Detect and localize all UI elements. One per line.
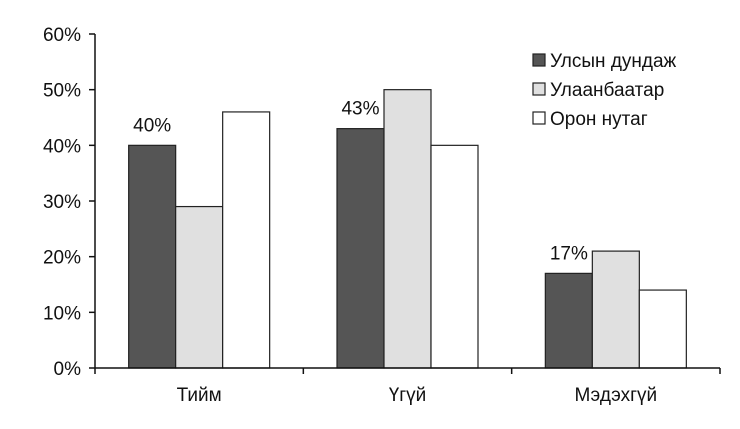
legend-swatch [532,82,546,96]
legend-label: Улаанбаатар [550,80,664,101]
legend-label: Орон нутаг [550,109,648,130]
bar [128,144,177,369]
data-label: 40% [133,115,171,136]
y-tick-label: 20% [43,248,81,269]
bar [591,250,640,369]
x-category-label: Мэдэхгүй [575,385,658,406]
data-label: 43% [341,99,379,120]
y-tick-label: 30% [43,192,81,213]
y-tick-label: 10% [43,303,81,324]
bar [222,111,271,369]
bar [336,128,385,369]
y-tick-label: 0% [54,359,82,380]
data-labels-group: 40% 43% 17% [133,99,588,265]
y-ticks-group: 0% 10% 20% 30% 40% 50% 60% [43,25,95,380]
bar [544,272,593,369]
x-category-label: Үгүй [389,385,427,406]
bar [638,289,687,369]
x-ticks-group: Тийм Үгүй Мэдэхгүй [94,368,721,406]
y-tick-label: 40% [43,136,81,157]
x-category-label: Тийм [177,385,222,406]
y-tick-label: 60% [43,25,81,46]
legend-swatch [532,53,546,67]
legend: Улсын дундаж Улаанбаатар Орон нутаг [532,51,677,130]
bar [175,205,224,369]
legend-swatch [532,111,546,125]
bars-group [128,89,687,369]
bar [430,144,479,369]
data-label: 17% [550,243,588,264]
legend-label: Улсын дундаж [550,51,677,72]
y-tick-label: 50% [43,81,81,102]
bar [383,89,432,369]
